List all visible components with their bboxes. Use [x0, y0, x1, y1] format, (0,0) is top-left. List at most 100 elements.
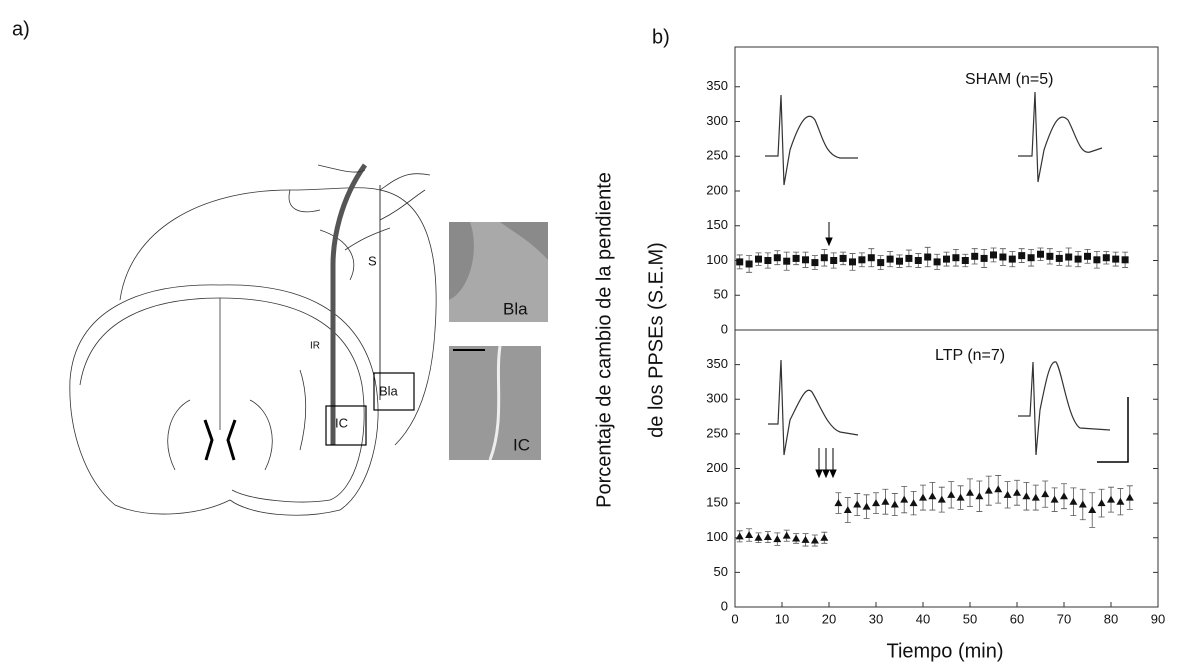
annotation: SHAM (n=5) [965, 71, 1053, 88]
data-point [849, 258, 856, 266]
diagram-label: IR [310, 341, 320, 352]
x-tick-label: 20 [822, 611, 836, 626]
data-point [971, 252, 979, 260]
data-point [792, 254, 800, 262]
data-point [830, 257, 838, 264]
y-tick-label: 150 [706, 495, 728, 510]
data-point [782, 531, 791, 539]
data-point [919, 493, 927, 501]
x-tick-label: 50 [963, 611, 977, 626]
data-point [1069, 497, 1078, 505]
data-point [1041, 490, 1050, 498]
x-tick-label: 70 [1057, 611, 1071, 626]
panel-label: b) [652, 26, 670, 48]
data-point [1102, 254, 1110, 262]
y-tick-label: 100 [706, 529, 728, 544]
data-point [990, 251, 997, 259]
data-point [843, 506, 852, 514]
x-tick-label: 30 [869, 611, 883, 626]
data-point [820, 254, 828, 262]
data-point [834, 499, 843, 507]
data-point [956, 493, 965, 501]
data-point [994, 485, 1003, 493]
y-tick-label: 100 [706, 252, 728, 267]
data-point [1074, 255, 1082, 263]
data-point [1027, 254, 1035, 262]
stimulus-arrows [815, 222, 837, 479]
data-point [1018, 252, 1026, 260]
panel-label: a) [12, 18, 30, 40]
data-point [754, 533, 763, 541]
y-tick-label: 250 [706, 148, 728, 163]
data-point [943, 255, 950, 263]
data-point [896, 257, 903, 265]
data-point [1050, 495, 1059, 503]
data-point [1046, 252, 1054, 260]
data-point [764, 257, 772, 264]
data-point [905, 254, 913, 262]
data-point [914, 257, 922, 264]
x-tick-label: 80 [1104, 611, 1118, 626]
data-point [1055, 254, 1063, 262]
x-tick-label: 0 [731, 611, 738, 626]
y-tick-label: 50 [714, 287, 728, 302]
data-point [1093, 256, 1101, 264]
data-point [1088, 506, 1097, 514]
data-point [735, 532, 744, 540]
data-point [783, 257, 791, 265]
data-point [773, 535, 782, 543]
data-point [839, 254, 847, 262]
data-point [763, 533, 772, 541]
diagram-label: Bla [379, 383, 399, 398]
data-point [984, 486, 993, 494]
data-point [867, 254, 875, 262]
micrograph-label: Bla [503, 299, 528, 318]
data-point [853, 500, 862, 508]
data-point [966, 488, 974, 496]
data-point [1078, 500, 1087, 508]
y-tick-label: 300 [706, 113, 728, 128]
y-tick-label: 350 [706, 356, 728, 371]
data-point [755, 255, 762, 263]
data-point [937, 495, 946, 503]
plot-frame [734, 46, 1159, 608]
data-point [792, 534, 801, 542]
data-point [947, 490, 956, 498]
data-point [811, 259, 819, 267]
x-tick-label: 10 [775, 611, 789, 626]
diagram-label: IC [335, 415, 348, 430]
data-point [952, 254, 960, 262]
x-tick-label: 40 [916, 611, 930, 626]
x-tick-label: 90 [1151, 611, 1165, 626]
data-point [1121, 256, 1129, 264]
data-point [999, 253, 1007, 261]
data-point [961, 257, 969, 264]
data-point [975, 492, 984, 500]
x-axis-label: Tiempo (min) [886, 640, 1003, 662]
data-point [1022, 492, 1031, 500]
y-tick-label: 0 [721, 321, 728, 336]
y-tick-label: 150 [706, 217, 728, 232]
data-point [1112, 255, 1120, 263]
data-point [1065, 253, 1073, 261]
data-point [820, 533, 829, 541]
data-point [810, 536, 819, 544]
brain-diagram [69, 163, 548, 516]
data-point [736, 258, 744, 266]
data-point [933, 258, 941, 266]
data-point [862, 502, 871, 510]
y-tick-label: 200 [706, 460, 728, 475]
data-point [745, 260, 753, 268]
data-point [890, 500, 899, 508]
y-axis-label: de los PPSEs (S.E.M) [645, 242, 667, 438]
data-point [1037, 250, 1044, 258]
y-axis-label: Porcentaje de cambio de la pendiente [593, 172, 615, 508]
y-tick-label: 0 [721, 598, 728, 613]
data-point [877, 259, 885, 267]
data-point [858, 256, 866, 264]
data-point [1116, 497, 1125, 505]
data-point [980, 254, 988, 262]
data-point [802, 256, 809, 264]
data-point [924, 253, 932, 261]
